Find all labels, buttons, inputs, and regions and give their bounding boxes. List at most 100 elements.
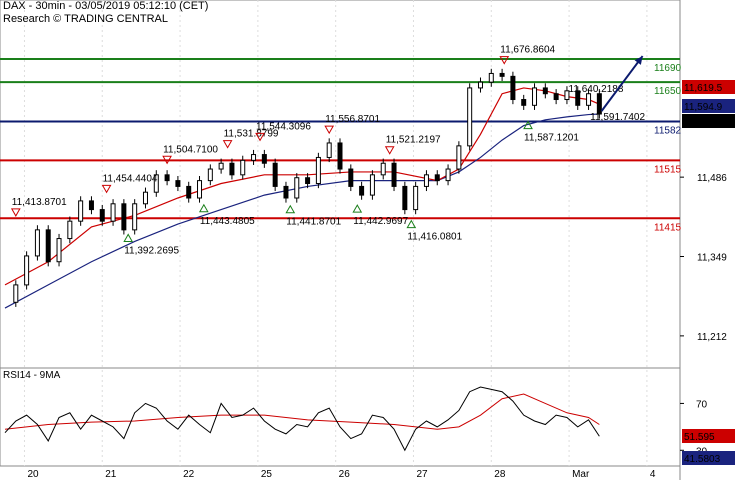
rsi-tag (682, 451, 735, 465)
price-tag-label: 11,594.9 (684, 102, 723, 113)
price-bar-body (575, 90, 581, 106)
price-bar-body (218, 162, 224, 170)
price-bar-body (110, 203, 116, 222)
level-label: 11650 (654, 86, 682, 97)
price-bar-body (413, 185, 419, 211)
high-marker-label: 11,556.8701 (325, 114, 380, 125)
high-marker (10, 208, 21, 217)
rsi-tag (682, 429, 735, 443)
ma-fast-line (4, 87, 600, 286)
level-label: 11582 (654, 126, 682, 137)
x-tick-label: 22 (183, 469, 195, 480)
x-tick-label: 20 (27, 469, 39, 480)
rsi-line (4, 386, 600, 452)
high-marker-label: 11,521.2197 (386, 135, 441, 146)
price-bar-body (380, 162, 386, 176)
price-bar-body (197, 180, 203, 199)
price-bar-body (434, 174, 440, 182)
low-marker-label: 11,587.1201 (524, 133, 579, 144)
x-tick-label: 26 (339, 469, 351, 480)
price-bar-body (488, 72, 494, 83)
price-bar-body (121, 203, 127, 231)
rsi-title: RSI14 - 9MA (3, 370, 61, 381)
level-label: 11690 (654, 63, 682, 74)
price-bar-body (240, 159, 246, 176)
low-marker-label: 11,443.4805 (200, 216, 255, 227)
high-marker-label: 11,504.7100 (163, 144, 218, 155)
y-tick-label: 11,486 (697, 173, 727, 184)
price-bar-body (175, 180, 181, 187)
projection-arrowhead (634, 56, 643, 65)
x-tick-label: 28 (494, 469, 506, 480)
y-tick-label: 11,349 (697, 253, 727, 264)
price-bar-body (207, 168, 213, 182)
ma-slow-line (4, 113, 600, 309)
level-label: 11415 (654, 222, 682, 233)
price-bar-body (586, 93, 592, 106)
high-marker-label: 11,544.3096 (256, 121, 311, 132)
price-annotation: 11,640.2188 (569, 84, 624, 95)
rsi-ma-line (4, 393, 600, 430)
low-marker (285, 204, 296, 214)
high-marker (499, 56, 510, 65)
low-marker-label: 11,416.0801 (407, 232, 462, 243)
price-bar-body (153, 174, 159, 193)
high-marker-label: 11,676.8604 (500, 45, 555, 56)
price-bar-body (532, 87, 538, 106)
low-marker (523, 120, 533, 130)
chart-header-source: Research © TRADING CENTRAL (3, 13, 168, 25)
price-bar-body (186, 185, 192, 199)
price-bar-body (229, 162, 235, 176)
x-tick-label: Mar (572, 469, 590, 480)
price-bar-body (132, 203, 138, 231)
price-bar-body (402, 185, 408, 211)
projection-arrow (600, 55, 644, 112)
price-bar-body (456, 145, 462, 170)
price-bar-body (477, 81, 483, 89)
x-tick-label: 4 (650, 469, 656, 480)
price-tag (682, 80, 735, 94)
high-marker (101, 184, 112, 194)
price-bar-body (142, 191, 148, 205)
low-marker-label: 11,392.2695 (124, 245, 179, 256)
price-bar-body (369, 174, 375, 196)
high-marker (384, 146, 395, 155)
price-bar-body (99, 209, 105, 222)
price-bar-body (24, 255, 30, 286)
price-bar-body (510, 75, 516, 101)
high-marker-label: 11,413.8701 (12, 197, 67, 208)
price-bar-body (596, 93, 602, 115)
high-marker (324, 125, 335, 135)
price-bar-body (445, 168, 451, 182)
price-bar-body (78, 200, 84, 222)
price-bar-body (294, 177, 300, 199)
price-bar-body (305, 177, 311, 185)
chart-header-title: DAX - 30min - 03/05/2019 05:12:10 (CET) (3, 0, 209, 12)
price-bar-body (272, 162, 278, 187)
x-tick-label: 25 (261, 469, 273, 480)
low-marker (123, 233, 134, 242)
rsi-tag-label: 41.5803 (684, 454, 721, 465)
price-bar-body (348, 168, 354, 187)
high-marker-label: 11,454.4404 (103, 173, 158, 184)
price-bar-body (283, 185, 289, 199)
price-bar-body (521, 99, 527, 106)
price-bar-body (326, 142, 332, 158)
price-tag (682, 99, 735, 113)
high-marker-label: 11,531.8799 (224, 129, 279, 140)
price-bar-body (359, 185, 365, 196)
low-marker (352, 204, 363, 213)
price-bar-body (391, 162, 397, 187)
low-marker-label: 11,442.9697 (353, 216, 408, 227)
price-tag-label: 11,619.5 (684, 83, 723, 94)
price-bar-body (467, 87, 473, 147)
price-bar-body (337, 142, 343, 170)
low-marker-label: 11,441.8701 (286, 217, 341, 228)
high-marker (222, 140, 233, 149)
high-marker (255, 132, 265, 142)
price-bar-body (45, 229, 51, 263)
level-label: 11515 (654, 164, 682, 175)
x-tick-label: 21 (105, 469, 117, 480)
price-tag (682, 114, 735, 128)
